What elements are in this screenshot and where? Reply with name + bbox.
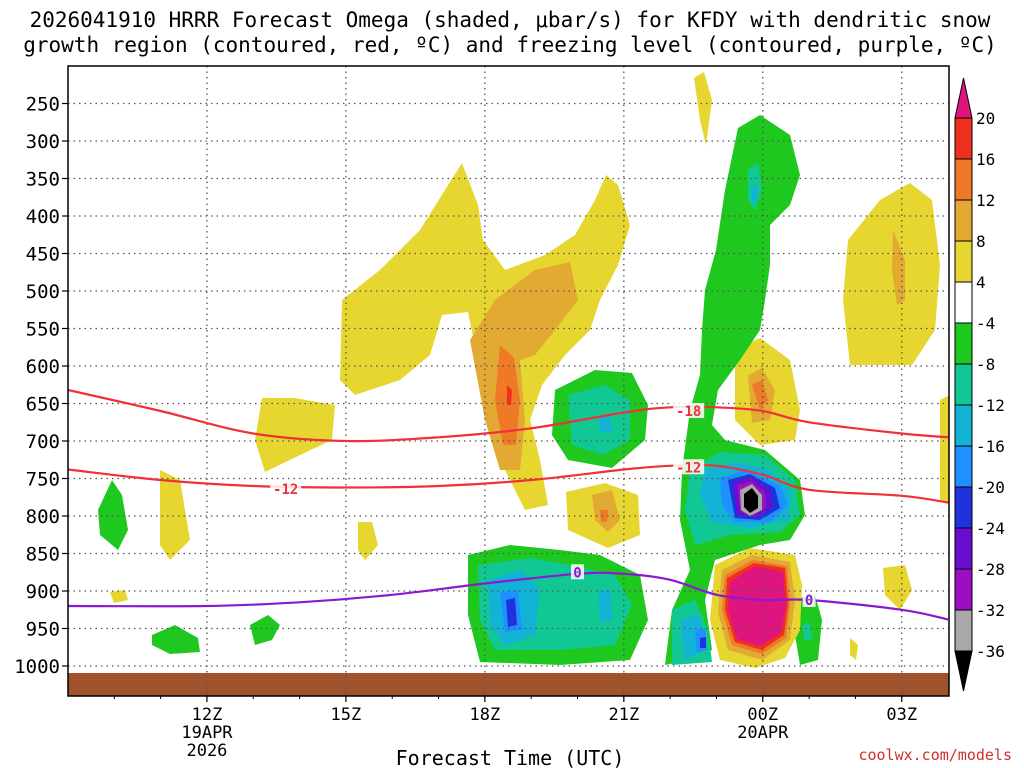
contour-label: -12 (273, 482, 298, 498)
contour-label: 0 (573, 565, 581, 581)
colorbar-label: -24 (976, 519, 1005, 538)
y-tick-label: 600 (26, 356, 60, 378)
colorbar-label: -4 (976, 314, 995, 333)
colorbar-label: -32 (976, 601, 1005, 620)
colorbar-label: 12 (976, 191, 995, 210)
y-tick-label: 450 (26, 244, 60, 266)
colorbar-swatch (954, 404, 973, 447)
x-tick-label: 00Z (747, 705, 778, 725)
y-tick-label: 1000 (14, 656, 60, 678)
y-tick-label: 650 (26, 394, 60, 416)
y-tick-label: 550 (26, 319, 60, 341)
omega-region-upper-positive-core (470, 262, 578, 470)
plot-frame (67, 65, 950, 697)
contour-label: -12 (676, 460, 701, 476)
y-tick-label: 500 (26, 281, 60, 303)
colorbar-label: 4 (976, 273, 986, 292)
y-tick-label: 300 (26, 131, 60, 153)
x-tick-label: 03Z (886, 705, 917, 725)
colorbar-swatch (954, 240, 973, 283)
x-tick-label: 21Z (608, 705, 639, 725)
contour-label-bg (571, 564, 585, 580)
ground-surface (68, 673, 949, 696)
contour-label: -18 (676, 404, 701, 420)
colorbar-swatch (954, 445, 973, 488)
x-tick-label: 18Z (470, 705, 501, 725)
chart-title-line-1: 2026041910 HRRR Forecast Omega (shaded, … (30, 8, 991, 32)
grid (68, 66, 949, 696)
colorbar-swatch (954, 363, 973, 406)
dgz-contour-line (68, 388, 949, 443)
x-tick-date: 19APR (181, 723, 233, 743)
contour-label-bg (270, 481, 302, 496)
colorbar-label: -16 (976, 437, 1005, 456)
x-tick-date: 20APR (737, 723, 789, 743)
x-tick-year: 2026 (186, 741, 227, 761)
contour-label: 0 (805, 593, 813, 609)
colorbar-label: 20 (976, 109, 995, 128)
x-axis-title: Forecast Time (UTC) (396, 746, 625, 768)
colorbar-bottom-arrow (954, 650, 973, 692)
omega-region-strong-negative-core (744, 488, 758, 513)
colorbar-swatch (954, 158, 973, 201)
colorbar-top-arrow (954, 77, 973, 119)
y-tick-label: 400 (26, 206, 60, 228)
colorbar-swatch (954, 568, 973, 611)
colorbar-label: -36 (976, 642, 1005, 661)
colorbar-label: 8 (976, 232, 986, 251)
y-tick-label: 950 (26, 619, 60, 641)
y-tick-label: 350 (26, 169, 60, 191)
colorbar-label: -28 (976, 560, 1005, 579)
x-tick-label: 12Z (192, 705, 223, 725)
contours: -18 -12 -12 0 0 (68, 388, 949, 621)
contour-label-bg (673, 403, 705, 418)
credit-text[interactable]: coolwx.com/models (858, 746, 1012, 764)
omega-region-strong-positive-core (728, 566, 786, 646)
colorbar-label: 16 (976, 150, 995, 169)
y-axis: 250 300 350 400 450 500 550 600 650 700 750 800 850 9… (14, 94, 68, 678)
colorbar-swatch (954, 199, 973, 242)
y-tick-label: 750 (26, 469, 60, 491)
contour-label-bg (673, 459, 705, 475)
colorbar-swatch (954, 322, 973, 365)
y-tick-label: 700 (26, 431, 60, 453)
x-tick-label: 15Z (331, 705, 362, 725)
colorbar: 20 16 12 8 4 -4 -8 -12 -16 -20 -24 -28 -32 -36 (954, 77, 1005, 692)
colorbar-swatch (954, 281, 973, 324)
y-tick-label: 800 (26, 506, 60, 528)
colorbar-swatch (954, 527, 973, 570)
colorbar-swatch (954, 609, 973, 652)
y-tick-label: 850 (26, 544, 60, 566)
colorbar-label: -12 (976, 396, 1005, 415)
colorbar-label: -20 (976, 478, 1005, 497)
colorbar-swatch (954, 117, 973, 160)
chart-title-line-2: growth region (contoured, red, ºC) and f… (23, 33, 997, 57)
colorbar-label: -8 (976, 355, 995, 374)
contour-label-bg (802, 592, 816, 607)
y-tick-label: 250 (26, 94, 60, 116)
colorbar-swatch (954, 486, 973, 529)
y-tick-label: 900 (26, 581, 60, 603)
dgz-contour-line (68, 463, 949, 504)
